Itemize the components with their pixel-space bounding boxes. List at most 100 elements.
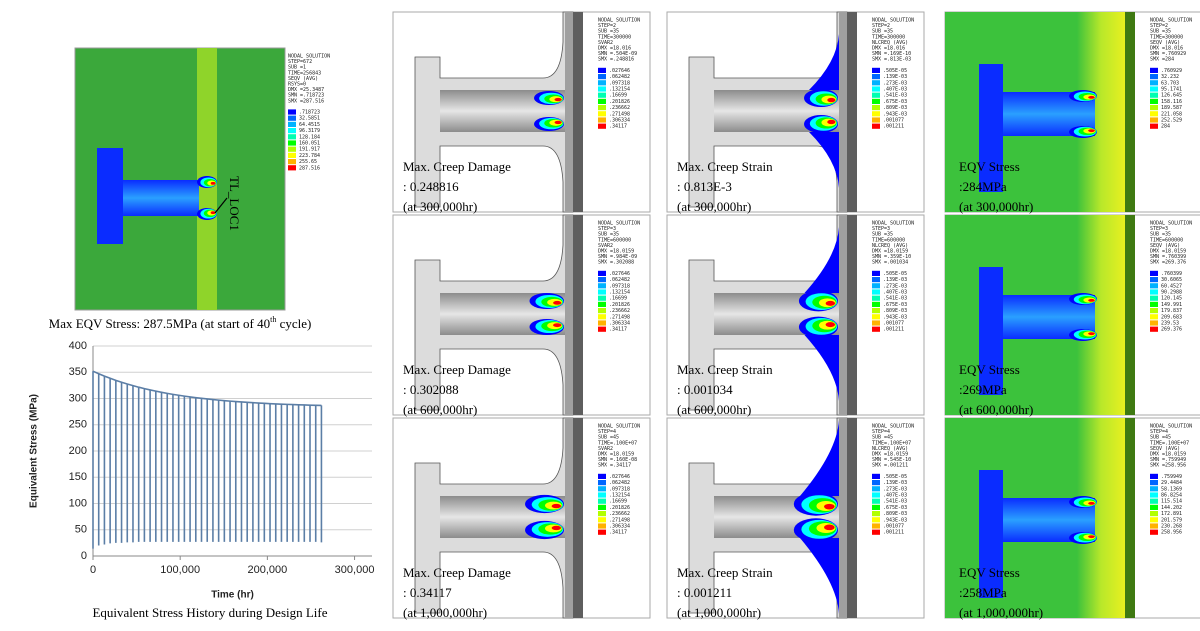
contour [825, 300, 836, 306]
x-tick-label: 100,000 [160, 564, 200, 576]
legend-value: .943E-03 [883, 517, 907, 523]
legend-header: SMN =.984E-09 [598, 254, 637, 260]
legend-value: .139E-03 [883, 480, 907, 486]
legend-header: TIME=600000 [598, 237, 631, 243]
legend-swatch [872, 498, 880, 504]
legend-header: NODAL SOLUTION [872, 221, 914, 227]
legend-value: .132154 [609, 493, 630, 499]
legend-swatch [1150, 277, 1158, 283]
legend-swatch [288, 121, 296, 127]
legend-value: .541E-03 [883, 93, 907, 99]
y-axis-title: Equivalent Stress (MPa) [29, 394, 40, 508]
legend-swatch [872, 111, 880, 117]
legend-header: DMX =18.0159 [1150, 452, 1186, 458]
legend-swatch [288, 109, 296, 115]
strain-zone [809, 34, 839, 90]
strain-zone [804, 227, 839, 293]
legend-swatch [598, 277, 606, 283]
legend-header: STEP=4 [598, 429, 616, 435]
legend-value: 172.891 [1161, 511, 1182, 517]
legend-swatch [872, 295, 880, 301]
wall-light [839, 215, 847, 415]
legend-header: TIME=300000 [872, 34, 905, 40]
legend-value: .306334 [609, 524, 630, 530]
legend-value: 252.529 [1161, 118, 1182, 124]
legend-value: .407E-03 [883, 87, 907, 93]
y-tick-label: 400 [69, 340, 87, 352]
contour [1088, 501, 1095, 505]
caption-line: : 0.001034 [677, 382, 733, 397]
legend-value: .541E-03 [883, 499, 907, 505]
legend-value: .001211 [883, 124, 904, 130]
legend-value: .001077 [883, 321, 904, 327]
chart-caption: Equivalent Stress History during Design … [92, 605, 327, 620]
legend-value: .718723 [299, 110, 320, 116]
legend-value: .097318 [609, 283, 630, 289]
legend-value: 223.784 [299, 153, 320, 159]
legend-swatch [288, 146, 296, 152]
legend-header: TIME=.100E+07 [872, 440, 911, 446]
caption-line: : 0.813E-3 [677, 179, 732, 194]
legend-swatch [1150, 480, 1158, 486]
contour [824, 503, 835, 510]
caption-line: Max. Creep Damage [403, 159, 511, 174]
legend-swatch [872, 308, 880, 314]
legend-value: .273E-03 [883, 486, 907, 492]
legend-value: .505E-05 [883, 68, 907, 74]
wall-light [839, 12, 847, 212]
legend-swatch [598, 473, 606, 479]
legend-header: STEP=3 [872, 226, 890, 232]
caption-line: :258MPa [959, 585, 1007, 600]
legend-value: .505E-05 [883, 474, 907, 480]
strain-zone [804, 335, 839, 401]
legend-swatch [288, 134, 296, 140]
legend-value: .407E-03 [883, 290, 907, 296]
legend-header: TIME=256843 [288, 70, 321, 76]
legend-swatch [288, 159, 296, 165]
legend-value: .001211 [883, 530, 904, 536]
legend-swatch [598, 486, 606, 492]
legend-swatch [872, 529, 880, 535]
legend-value: .306334 [609, 321, 630, 327]
legend-header: SEQV (AVG) [1150, 40, 1180, 46]
legend-swatch [598, 504, 606, 510]
legend-swatch [1150, 326, 1158, 332]
legend-swatch [1150, 289, 1158, 295]
wall-light [565, 12, 573, 212]
legend-value: 221.058 [1161, 111, 1182, 117]
legend-header: STEP=2 [872, 23, 890, 29]
legend-value: .16699 [609, 296, 627, 302]
contour [551, 503, 562, 509]
legend-value: .34117 [609, 327, 627, 333]
tube [123, 180, 199, 216]
legend-value: .062482 [609, 480, 630, 486]
legend-swatch [598, 523, 606, 529]
legend-value: .675E-03 [883, 505, 907, 511]
legend-swatch [598, 111, 606, 117]
legend-value: .001211 [883, 327, 904, 333]
legend-swatch [1150, 86, 1158, 92]
caption-part: cycle) [276, 316, 311, 331]
legend-swatch [1150, 270, 1158, 276]
legend-header: SMN =.160E-08 [598, 457, 637, 463]
contour [824, 524, 835, 531]
legend-value: 209.683 [1161, 314, 1182, 320]
legend-value: .027646 [609, 474, 630, 480]
legend-value: .201826 [609, 505, 630, 511]
legend-header: STEP=4 [1150, 429, 1168, 435]
x-tick-label: 300,000 [335, 564, 375, 576]
legend-swatch [598, 74, 606, 80]
legend-header: SUB =45 [598, 435, 619, 441]
contour [551, 525, 562, 531]
legend-header: DMX =18.016 [872, 46, 905, 52]
legend-header: DMX =18.0159 [1150, 249, 1186, 255]
legend-swatch [1150, 117, 1158, 123]
x-tick-label: 200,000 [247, 564, 287, 576]
caption-line: :269MPa [959, 382, 1007, 397]
legend-value: .236662 [609, 105, 630, 111]
